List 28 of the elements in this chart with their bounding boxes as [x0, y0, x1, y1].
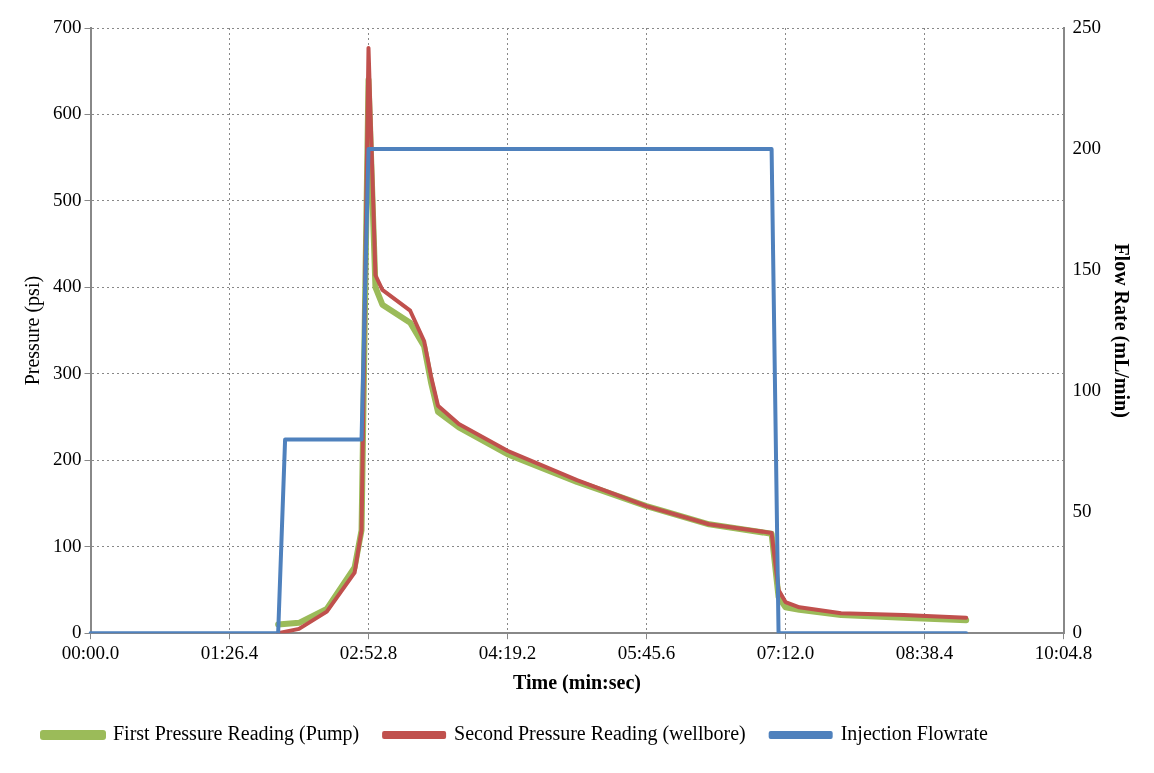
- x-tick-label: 01:26.4: [200, 641, 259, 663]
- x-tick-label: 10:04.8: [1034, 641, 1093, 663]
- x-tick-label: 08:38.4: [895, 641, 954, 663]
- x-tick-label: 05:45.6: [617, 641, 676, 663]
- y-tick-label: 0: [72, 621, 82, 643]
- y2-axis-title: Flow Rate (mL/min): [1109, 243, 1133, 418]
- y2-tick-label: 200: [1072, 137, 1101, 159]
- legend-label: Second Pressure Reading (wellbore): [454, 722, 746, 746]
- x-tick-label: 00:00.0: [61, 641, 120, 663]
- y2-tick-label: 100: [1072, 379, 1101, 401]
- x-tick-label: 04:19.2: [478, 641, 537, 663]
- y-tick-label: 300: [53, 361, 82, 383]
- legend-label: First Pressure Reading (Pump): [113, 722, 360, 746]
- x-tick-label: 02:52.8: [339, 641, 398, 663]
- y-tick-label: 500: [53, 188, 82, 210]
- y2-tick-label: 150: [1072, 258, 1101, 280]
- y2-tick-label: 250: [1072, 15, 1101, 37]
- x-tick-label: 07:12.0: [756, 641, 815, 663]
- x-axis-title: Time (min:sec): [513, 671, 641, 695]
- y-axis-title: Pressure (psi): [21, 275, 45, 386]
- legend-label: Injection Flowrate: [840, 722, 988, 746]
- y2-tick-label: 50: [1072, 500, 1092, 522]
- y-tick-label: 700: [53, 15, 82, 37]
- y-tick-label: 100: [53, 534, 82, 556]
- y-tick-label: 400: [53, 275, 82, 297]
- y-tick-label: 600: [53, 102, 82, 124]
- y2-tick-label: 0: [1072, 621, 1082, 643]
- y-tick-label: 200: [53, 448, 82, 470]
